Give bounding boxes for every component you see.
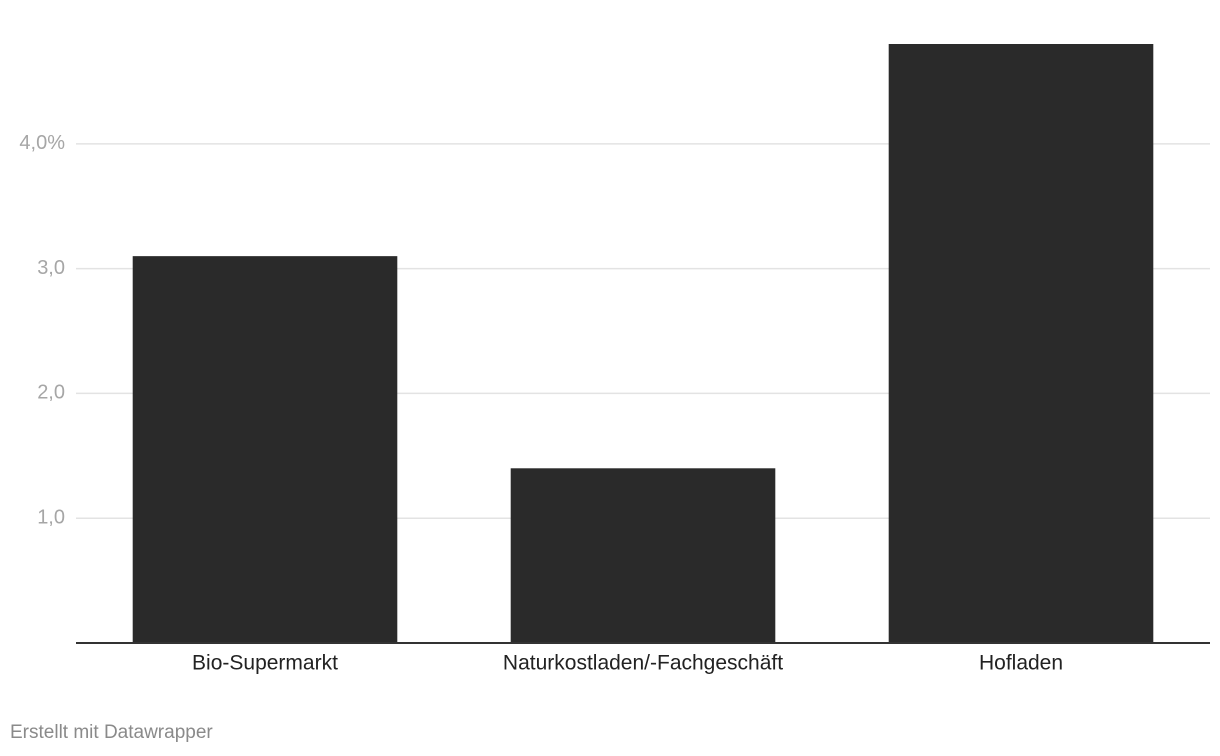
y-tick-label: 1,0 [37,506,65,528]
bar [888,44,1154,643]
x-tick-label: Bio-Supermarkt [192,652,338,675]
footer: Erstellt mit Datawrapper [10,722,213,743]
y-tick-label: 2,0 [37,382,65,404]
x-tick-label: Hofladen [979,652,1063,675]
bar [510,468,776,643]
bar [132,256,398,643]
y-tick-label: 4,0% [19,132,65,154]
y-tick-label: 3,0 [37,257,65,279]
x-tick-label: Naturkostladen/-Fachgeschäft [503,652,783,675]
